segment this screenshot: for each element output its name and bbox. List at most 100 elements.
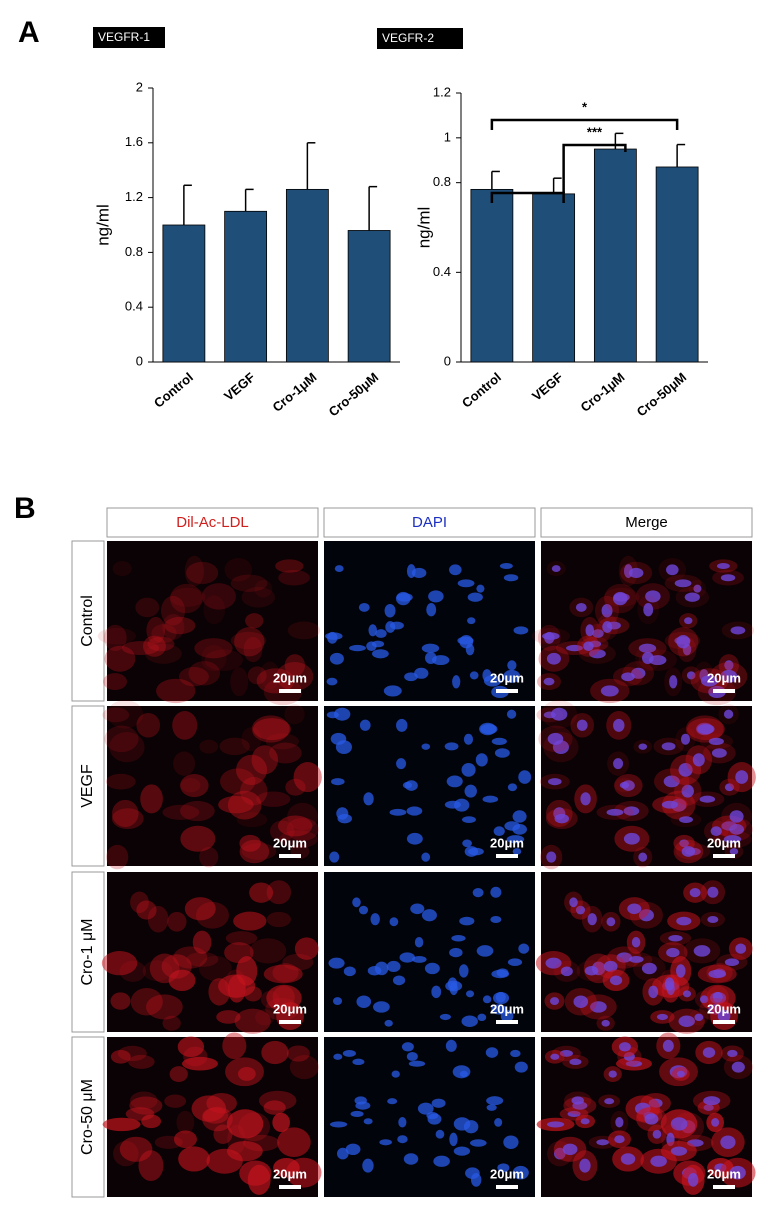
nucleus — [662, 1039, 674, 1052]
y-tick-label: 1 — [444, 129, 451, 144]
nucleus — [512, 1165, 529, 1180]
nucleus — [459, 916, 475, 926]
nucleus — [445, 1039, 457, 1052]
red-stain — [146, 616, 166, 644]
y-tick-label: 0 — [136, 353, 143, 368]
nucleus — [342, 1049, 356, 1057]
title-box — [93, 27, 165, 48]
nucleus — [723, 835, 742, 844]
nucleus — [512, 810, 527, 823]
nucleus — [449, 947, 463, 958]
nucleus — [601, 1019, 610, 1027]
red-stain — [119, 1136, 153, 1162]
scale-bar-label: 20μm — [273, 1166, 307, 1181]
nucleus — [391, 1070, 400, 1078]
nucleus — [476, 584, 485, 593]
row-label-box — [71, 540, 105, 702]
nucleus — [612, 591, 628, 606]
nucleus — [494, 748, 510, 758]
nucleus — [431, 985, 442, 999]
y-tick-label: 1.2 — [433, 84, 451, 99]
nucleus — [703, 1096, 721, 1106]
nucleus — [668, 935, 683, 942]
red-stain — [141, 1114, 162, 1129]
nucleus — [452, 675, 461, 689]
red-stain — [294, 937, 319, 960]
nucleus — [402, 781, 413, 789]
nucleus — [421, 909, 437, 922]
red-stain — [168, 969, 196, 992]
nucleus — [411, 567, 427, 579]
x-tick-label: Control — [459, 369, 504, 410]
nucleus — [329, 851, 340, 863]
significance-label: * — [582, 99, 588, 114]
red-stain — [220, 768, 256, 795]
red-stain — [202, 1107, 229, 1124]
nucleus — [676, 635, 691, 649]
nucleus — [428, 590, 444, 603]
nucleus — [638, 643, 657, 653]
red-stain — [245, 613, 264, 629]
nucleus — [387, 1098, 398, 1105]
scale-bar — [496, 1020, 518, 1024]
nucleus — [453, 1146, 471, 1156]
nucleus — [663, 775, 680, 788]
red-stain — [277, 815, 313, 837]
nucleus — [623, 806, 640, 816]
nucleus — [506, 709, 517, 719]
scale-bar — [496, 1185, 518, 1189]
red-stain — [169, 1066, 188, 1083]
scale-bar-label: 20μm — [273, 1001, 307, 1016]
nucleus — [579, 1158, 591, 1173]
nucleus — [666, 564, 679, 576]
nucleus — [634, 1102, 651, 1115]
red-stain — [173, 751, 196, 776]
nucleus — [453, 1117, 471, 1131]
red-stain — [261, 1040, 289, 1065]
bar — [655, 166, 699, 363]
nucleus — [566, 644, 583, 652]
x-tick-label: VEGF — [221, 369, 258, 403]
nucleus — [613, 758, 624, 770]
nucleus — [629, 956, 644, 963]
red-stain — [192, 930, 212, 954]
nucleus — [358, 602, 370, 612]
red-stain — [201, 644, 227, 672]
nucleus — [396, 758, 407, 770]
nucleus — [638, 743, 648, 750]
red-stain — [113, 1140, 139, 1167]
x-tick-label: Cro-50μM — [326, 369, 382, 419]
nucleus — [503, 669, 521, 683]
nucleus — [461, 763, 476, 777]
bar — [347, 230, 391, 363]
nucleus — [686, 671, 696, 680]
row-label-box — [71, 871, 105, 1033]
nucleus — [608, 1070, 617, 1078]
micrograph — [541, 706, 752, 866]
nucleus — [513, 626, 529, 635]
red-stain — [256, 668, 295, 694]
red-stain — [129, 1096, 163, 1115]
red-stain — [241, 586, 276, 608]
nucleus — [567, 1110, 581, 1117]
nucleus — [682, 990, 692, 998]
nucleus — [724, 660, 734, 671]
nucleus — [329, 1121, 348, 1128]
nucleus — [379, 1139, 392, 1146]
nucleus — [358, 905, 369, 915]
nucleus — [469, 671, 479, 680]
nucleus — [451, 935, 466, 942]
nucleus — [684, 617, 693, 625]
nucleus — [615, 1117, 624, 1128]
nucleus — [699, 995, 709, 1004]
red-stain — [140, 784, 163, 814]
red-stain — [169, 587, 206, 607]
nucleus — [652, 1129, 662, 1139]
scale-bar — [279, 854, 301, 858]
red-stain — [244, 986, 262, 1002]
red-stain — [265, 733, 300, 750]
nucleus — [482, 995, 492, 1004]
nucleus — [553, 1147, 566, 1160]
scale-bar — [713, 1020, 735, 1024]
nucleus — [592, 629, 604, 638]
